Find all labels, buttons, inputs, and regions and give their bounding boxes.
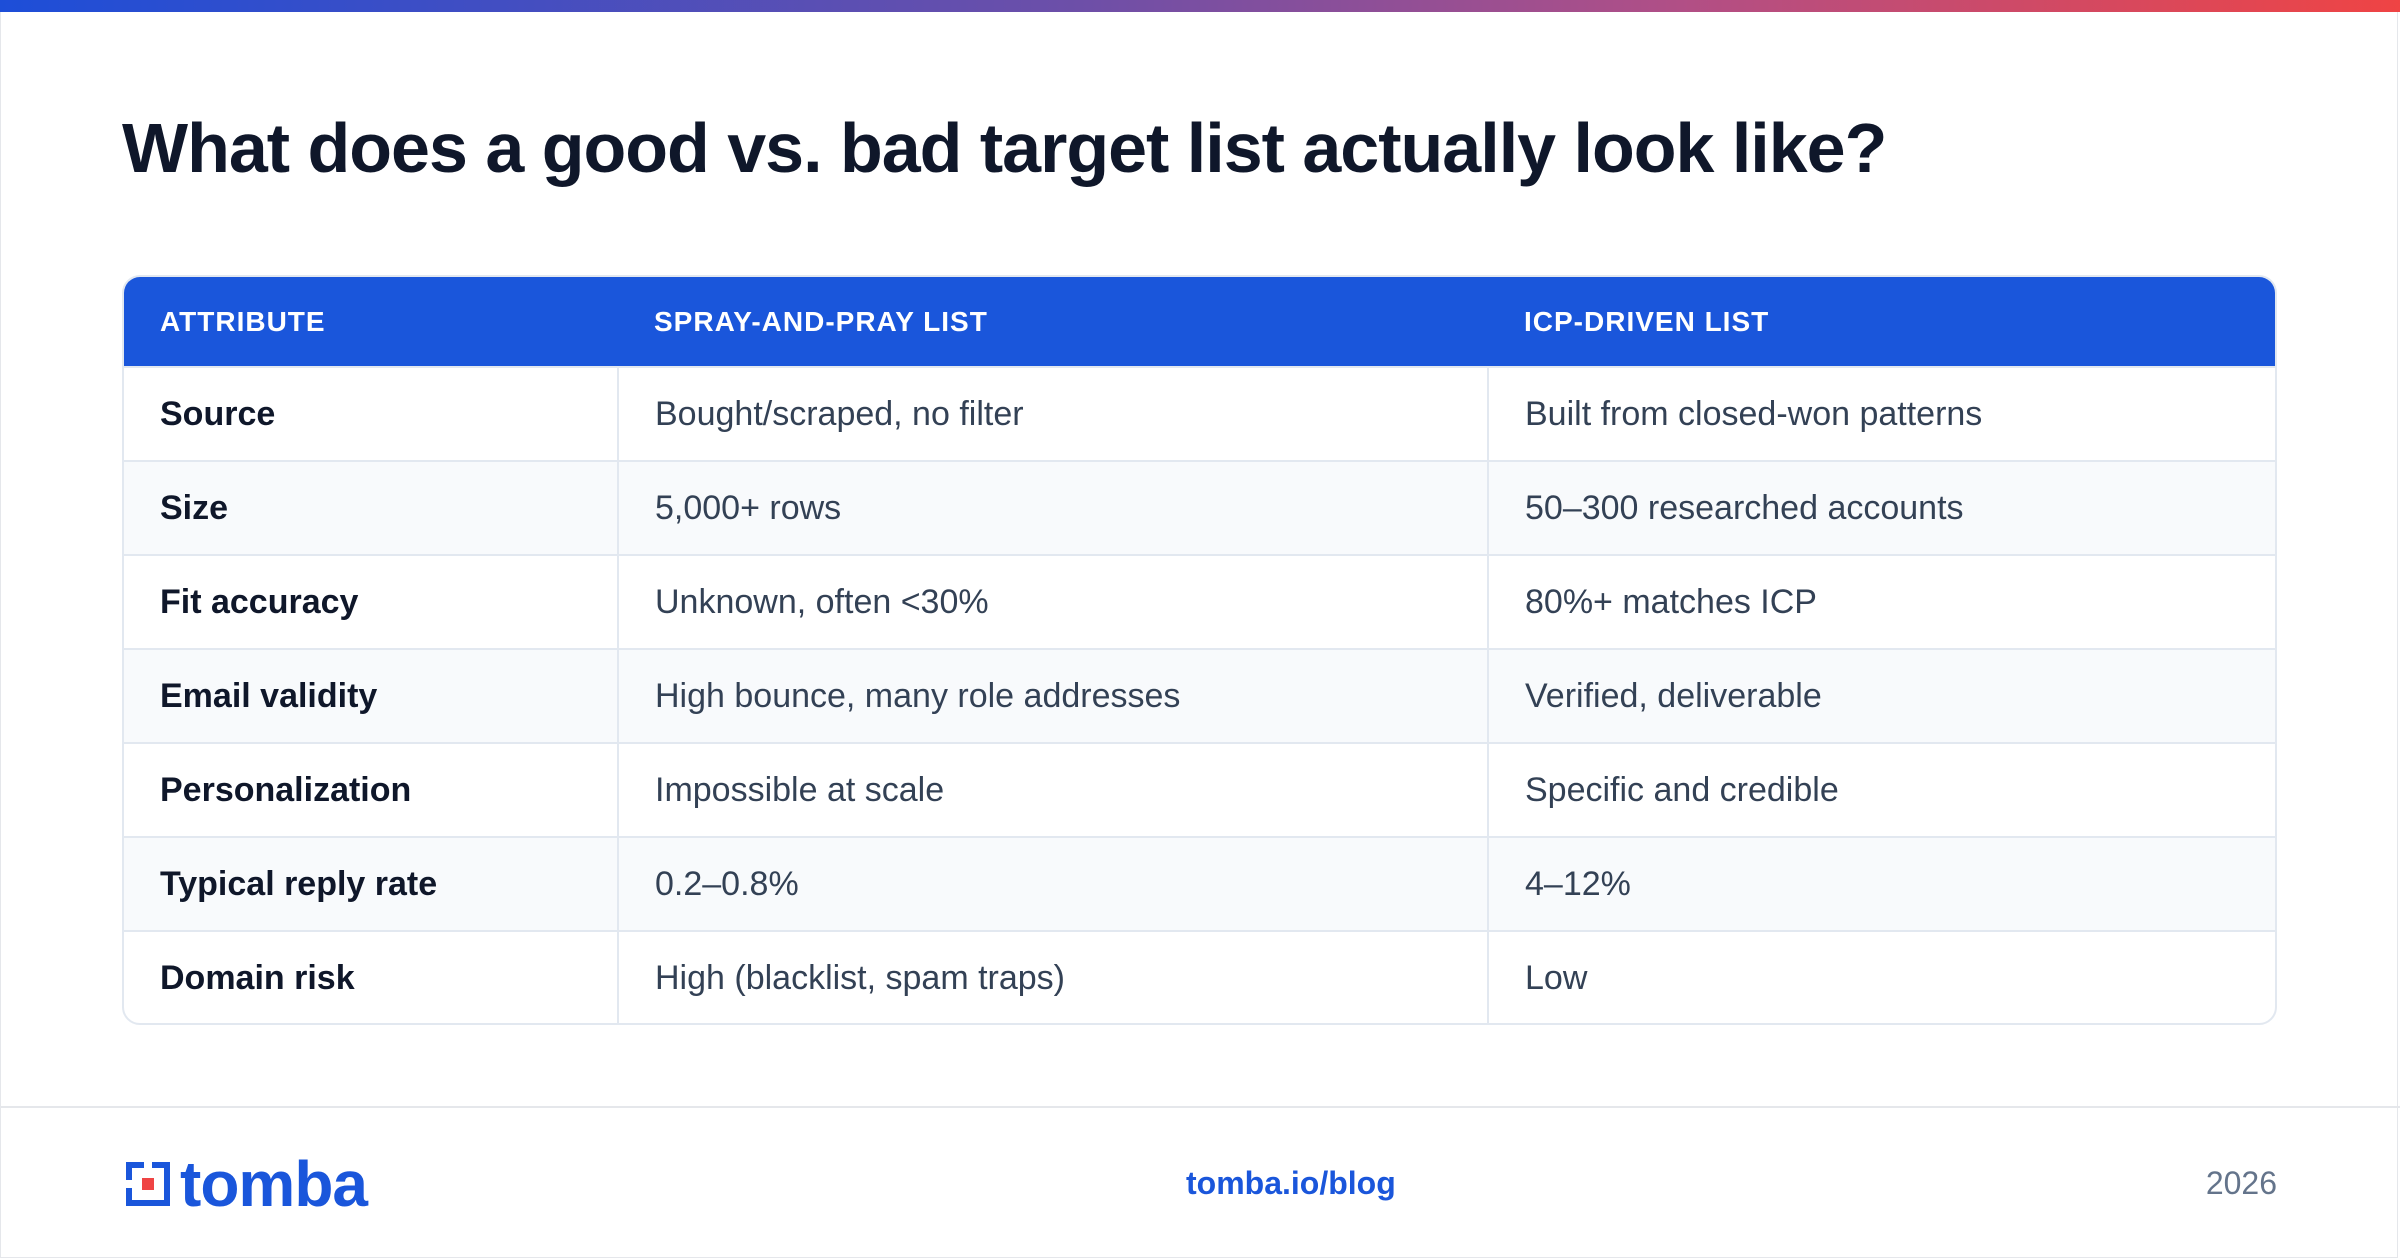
table-row: Source Bought/scraped, no filter Built f… — [124, 367, 2275, 461]
table-row: Email validity High bounce, many role ad… — [124, 649, 2275, 743]
attribute-cell: Fit accuracy — [160, 582, 359, 621]
page-title: What does a good vs. bad target list act… — [122, 109, 1887, 187]
spray-cell: High (blacklist, spam traps) — [617, 931, 1488, 1023]
tomba-logo-icon — [122, 1158, 174, 1210]
icp-cell: Low — [1487, 931, 2275, 1023]
icp-cell: Built from closed-won patterns — [1487, 367, 2275, 461]
table-row: Size 5,000+ rows 50–300 researched accou… — [124, 461, 2275, 555]
icp-cell: 4–12% — [1487, 837, 2275, 931]
header-spray-and-pray: SPRAY-AND-PRAY LIST — [654, 305, 988, 337]
spray-cell: Bought/scraped, no filter — [617, 367, 1488, 461]
spray-cell: 0.2–0.8% — [617, 837, 1488, 931]
attribute-cell: Personalization — [160, 770, 412, 809]
blog-link[interactable]: tomba.io/blog — [1186, 1165, 1396, 1201]
icp-cell: 50–300 researched accounts — [1487, 461, 2275, 555]
table-row: Typical reply rate 0.2–0.8% 4–12% — [124, 837, 2275, 931]
attribute-cell: Typical reply rate — [160, 864, 438, 903]
attribute-cell: Email validity — [160, 676, 378, 715]
header-attribute: ATTRIBUTE — [160, 305, 326, 337]
tomba-logo: tomba — [122, 1152, 368, 1216]
table-row: Domain risk High (blacklist, spam traps)… — [124, 931, 2275, 1023]
attribute-cell: Domain risk — [160, 959, 355, 997]
attribute-cell: Size — [160, 488, 229, 527]
year-label: 2026 — [2205, 1165, 2277, 1201]
header-icp-driven: ICP-DRIVEN LIST — [1524, 305, 1770, 337]
attribute-cell: Source — [160, 394, 276, 433]
spray-cell: Unknown, often <30% — [617, 555, 1488, 649]
spray-cell: High bounce, many role addresses — [617, 649, 1488, 743]
icp-cell: Specific and credible — [1487, 743, 2275, 837]
icp-cell: Verified, deliverable — [1487, 649, 2275, 743]
logo-wordmark: tomba — [180, 1148, 368, 1220]
comparison-table: ATTRIBUTE SPRAY-AND-PRAY LIST ICP-DRIVEN… — [122, 275, 2277, 1025]
icp-cell: 80%+ matches ICP — [1487, 555, 2275, 649]
table-header-row: ATTRIBUTE SPRAY-AND-PRAY LIST ICP-DRIVEN… — [124, 277, 2275, 367]
spray-cell: 5,000+ rows — [617, 461, 1488, 555]
footer-divider — [0, 1106, 2400, 1108]
spray-cell: Impossible at scale — [617, 743, 1488, 837]
table-row: Personalization Impossible at scale Spec… — [124, 743, 2275, 837]
gradient-accent-bar — [0, 0, 2400, 12]
table-row: Fit accuracy Unknown, often <30% 80%+ ma… — [124, 555, 2275, 649]
